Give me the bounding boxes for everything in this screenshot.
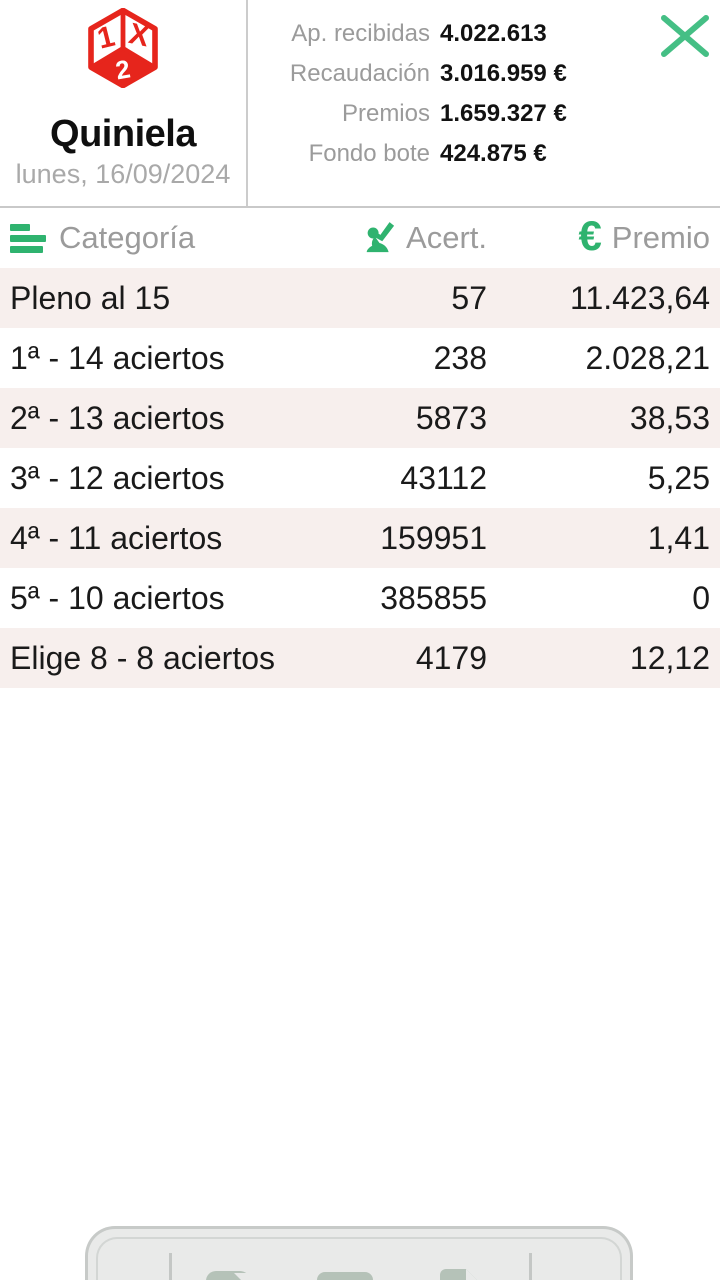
category-cell: 1ª - 14 aciertos xyxy=(10,339,225,376)
stat-label: Premios xyxy=(341,100,430,127)
logo-face-2: 2 xyxy=(114,55,133,85)
table-body: Pleno al 15 57 11.423,64 1ª - 14 acierto… xyxy=(0,268,720,688)
toolbar-button-results-grid[interactable] xyxy=(316,1267,376,1280)
premio-cell: 1,41 xyxy=(647,519,710,556)
column-label: Premio xyxy=(611,220,710,255)
table-row: Elige 8 - 8 aciertos 4179 12,12 xyxy=(0,628,720,688)
stat-value: 4.022.613 xyxy=(440,20,547,47)
stat-value: 3.016.959 € xyxy=(440,60,567,87)
close-button[interactable] xyxy=(654,8,716,64)
game-info-panel: 1 X 2 Quiniela lunes, 16/09/2024 xyxy=(0,0,248,206)
column-header-acertantes: Acert. xyxy=(364,208,487,268)
toolbar-button-chart[interactable] xyxy=(204,1267,264,1280)
quiniela-1x2-logo-icon: 1 X 2 xyxy=(88,8,158,88)
page-title: Quiniela xyxy=(50,113,196,155)
category-list-icon xyxy=(10,223,46,253)
results-grid-icon xyxy=(317,1272,373,1280)
stat-row: Premios 1.659.327 € xyxy=(248,94,720,134)
acertantes-cell: 43112 xyxy=(400,459,487,496)
draw-date: lunes, 16/09/2024 xyxy=(15,159,231,189)
premio-cell: 38,53 xyxy=(629,399,710,436)
acertantes-cell: 159951 xyxy=(380,519,487,556)
column-label: Categoría xyxy=(59,220,196,255)
prizes-table: Categoría Acert. € Premio Pleno al 15 57… xyxy=(0,208,720,688)
category-cell: 3ª - 12 aciertos xyxy=(10,459,225,496)
premio-cell: 11.423,64 xyxy=(570,279,710,316)
table-header-row: Categoría Acert. € Premio xyxy=(0,208,720,268)
category-cell: 2ª - 13 aciertos xyxy=(10,399,225,436)
category-cell: Elige 8 - 8 aciertos xyxy=(10,639,276,676)
category-cell: 4ª - 11 aciertos xyxy=(10,519,223,556)
stat-label: Recaudación xyxy=(289,60,430,87)
premio-cell: 5,25 xyxy=(647,459,710,496)
acertantes-cell: 5873 xyxy=(415,399,487,436)
stat-value: 1.659.327 € xyxy=(440,100,567,127)
category-cell: 5ª - 10 aciertos xyxy=(10,579,225,616)
toolbar-inner-frame xyxy=(96,1237,622,1280)
category-cell: Pleno al 15 xyxy=(10,279,171,316)
premio-cell: 2.028,21 xyxy=(585,339,710,376)
stat-row: Ap. recibidas 4.022.613 xyxy=(248,14,720,54)
table-row: 5ª - 10 aciertos 385855 0 xyxy=(0,568,720,628)
stat-row: Fondo bote 424.875 € xyxy=(248,134,720,174)
table-row: 1ª - 14 aciertos 238 2.028,21 xyxy=(0,328,720,388)
toolbar-divider xyxy=(529,1253,532,1280)
close-icon xyxy=(661,15,709,57)
acertantes-cell: 238 xyxy=(433,339,487,376)
acertantes-cell: 385855 xyxy=(380,579,487,616)
stat-label: Fondo bote xyxy=(308,140,430,167)
stat-value: 424.875 € xyxy=(440,140,547,167)
column-header-premio: € Premio xyxy=(578,208,710,268)
table-row: 3ª - 12 aciertos 43112 5,25 xyxy=(0,448,720,508)
table-row: 2ª - 13 aciertos 5873 38,53 xyxy=(0,388,720,448)
acertantes-cell: 57 xyxy=(451,279,487,316)
acertantes-cell: 4179 xyxy=(415,639,487,676)
premio-cell: 12,12 xyxy=(629,639,710,676)
column-label: Acert. xyxy=(406,220,487,255)
toolbar-button-document[interactable] xyxy=(440,1267,500,1280)
header: 1 X 2 Quiniela lunes, 16/09/2024 Ap. rec… xyxy=(0,0,720,208)
draw-stats-panel: Ap. recibidas 4.022.613 Recaudación 3.01… xyxy=(248,0,720,206)
stat-row: Recaudación 3.016.959 € xyxy=(248,54,720,94)
table-row: Pleno al 15 57 11.423,64 xyxy=(0,268,720,328)
stat-label: Ap. recibidas xyxy=(291,20,430,47)
column-header-categoria: Categoría xyxy=(10,208,195,268)
document-icon xyxy=(440,1269,477,1280)
toolbar-divider xyxy=(169,1253,172,1280)
pie-chart-icon xyxy=(206,1271,250,1280)
table-row: 4ª - 11 aciertos 159951 1,41 xyxy=(0,508,720,568)
logo-face-1: 1 xyxy=(94,20,118,56)
trophy-icon xyxy=(366,221,395,252)
bottom-toolbar xyxy=(85,1226,633,1280)
euro-icon: € xyxy=(578,212,602,259)
premio-cell: 0 xyxy=(692,579,710,616)
